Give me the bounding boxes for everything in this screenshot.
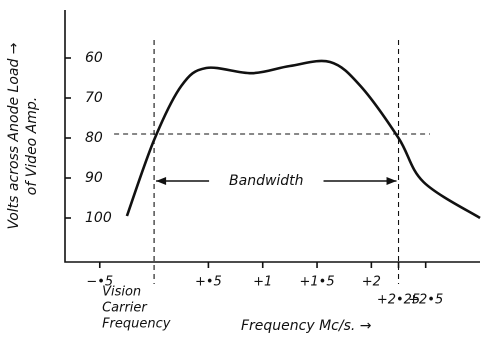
- y-tick-label: 90: [85, 170, 103, 186]
- x-tick-label: −•5: [86, 275, 113, 290]
- axes: [64, 10, 480, 263]
- arrow-head: [386, 177, 397, 185]
- y-tick-label: 60: [85, 50, 103, 66]
- x-tick-label: +2•5: [408, 293, 443, 308]
- x-tick-label: +2•25: [377, 293, 420, 308]
- y-tick-label: 80: [85, 130, 103, 146]
- y-axis-label: Volts across Anode Load →: [6, 42, 22, 229]
- arrow-head: [156, 177, 167, 185]
- x-tick-label: +2: [362, 275, 381, 290]
- x-tick-label: +1•5: [299, 275, 334, 290]
- y-tick-label: 100: [85, 210, 112, 226]
- x-tick-label: +•5: [195, 275, 222, 290]
- annotation: Bandwidth: [229, 173, 304, 189]
- x-tick-label: +1: [253, 275, 272, 290]
- y-axis-label: of Video Amp.: [24, 97, 40, 195]
- vision-label: Carrier: [102, 301, 148, 316]
- curve: [125, 59, 481, 220]
- vision-label: Frequency: [102, 317, 171, 332]
- y-tick-label: 70: [85, 90, 103, 106]
- vision-label: Vision: [102, 285, 141, 300]
- x-axis-label: Frequency Mc/s. →: [241, 318, 372, 334]
